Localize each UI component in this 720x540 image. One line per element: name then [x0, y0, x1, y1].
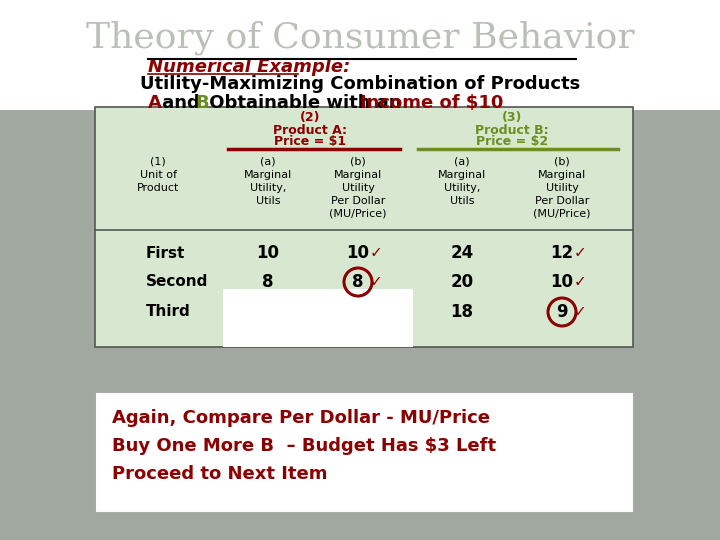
- Text: 9: 9: [556, 303, 568, 321]
- Text: Marginal: Marginal: [334, 170, 382, 180]
- Text: Utility: Utility: [341, 183, 374, 193]
- Text: 10: 10: [256, 244, 279, 262]
- FancyBboxPatch shape: [223, 289, 413, 347]
- Text: A: A: [148, 94, 162, 112]
- Text: 10: 10: [551, 273, 574, 291]
- Text: (2): (2): [300, 111, 320, 125]
- FancyBboxPatch shape: [95, 392, 633, 512]
- Text: and: and: [156, 94, 206, 112]
- Text: Marginal: Marginal: [244, 170, 292, 180]
- Text: Price = $2: Price = $2: [476, 136, 548, 148]
- Text: 24: 24: [451, 244, 474, 262]
- Text: Obtainable with an: Obtainable with an: [203, 94, 408, 112]
- Text: 10: 10: [346, 244, 369, 262]
- Text: ✓: ✓: [369, 246, 382, 260]
- Text: 8: 8: [262, 273, 274, 291]
- Text: (MU/Price): (MU/Price): [534, 209, 590, 219]
- Text: (b): (b): [554, 157, 570, 167]
- Text: Utility-Maximizing Combination of Products: Utility-Maximizing Combination of Produc…: [140, 75, 580, 93]
- Text: (b): (b): [350, 157, 366, 167]
- FancyBboxPatch shape: [95, 107, 633, 347]
- Text: (MU/Price): (MU/Price): [329, 209, 387, 219]
- Text: Product B:: Product B:: [475, 124, 549, 137]
- Text: Utility: Utility: [546, 183, 578, 193]
- Text: (3): (3): [502, 111, 522, 125]
- Text: Income of $10: Income of $10: [360, 94, 503, 112]
- Text: 18: 18: [451, 303, 474, 321]
- Text: B: B: [195, 94, 209, 112]
- Text: ✓: ✓: [574, 274, 586, 289]
- Text: (1): (1): [150, 157, 166, 167]
- Text: Utility,: Utility,: [250, 183, 286, 193]
- Text: Marginal: Marginal: [438, 170, 486, 180]
- Text: ✓: ✓: [574, 305, 586, 320]
- Text: Price = $1: Price = $1: [274, 136, 346, 148]
- Text: ✓: ✓: [574, 246, 586, 260]
- Text: Utility,: Utility,: [444, 183, 480, 193]
- Text: First: First: [146, 246, 185, 260]
- Text: 20: 20: [451, 273, 474, 291]
- Text: Second: Second: [146, 274, 208, 289]
- Text: Marginal: Marginal: [538, 170, 586, 180]
- Text: Product: Product: [137, 183, 179, 193]
- Text: Utils: Utils: [256, 196, 280, 206]
- Text: Buy One More B  – Budget Has $3 Left: Buy One More B – Budget Has $3 Left: [112, 437, 496, 455]
- Text: Per Dollar: Per Dollar: [535, 196, 589, 206]
- Text: 12: 12: [550, 244, 574, 262]
- Text: 8: 8: [352, 273, 364, 291]
- FancyBboxPatch shape: [0, 0, 720, 110]
- Text: Product A:: Product A:: [273, 124, 347, 137]
- Text: (a): (a): [454, 157, 470, 167]
- Text: Again, Compare Per Dollar - MU/Price: Again, Compare Per Dollar - MU/Price: [112, 409, 490, 427]
- Text: Per Dollar: Per Dollar: [330, 196, 385, 206]
- Text: Unit of: Unit of: [140, 170, 176, 180]
- Text: Proceed to Next Item: Proceed to Next Item: [112, 465, 328, 483]
- Text: (a): (a): [260, 157, 276, 167]
- Text: Utils: Utils: [450, 196, 474, 206]
- Text: ✓: ✓: [369, 274, 382, 289]
- Text: Theory of Consumer Behavior: Theory of Consumer Behavior: [86, 21, 634, 55]
- Text: Numerical Example:: Numerical Example:: [148, 58, 351, 76]
- Text: Third: Third: [146, 305, 191, 320]
